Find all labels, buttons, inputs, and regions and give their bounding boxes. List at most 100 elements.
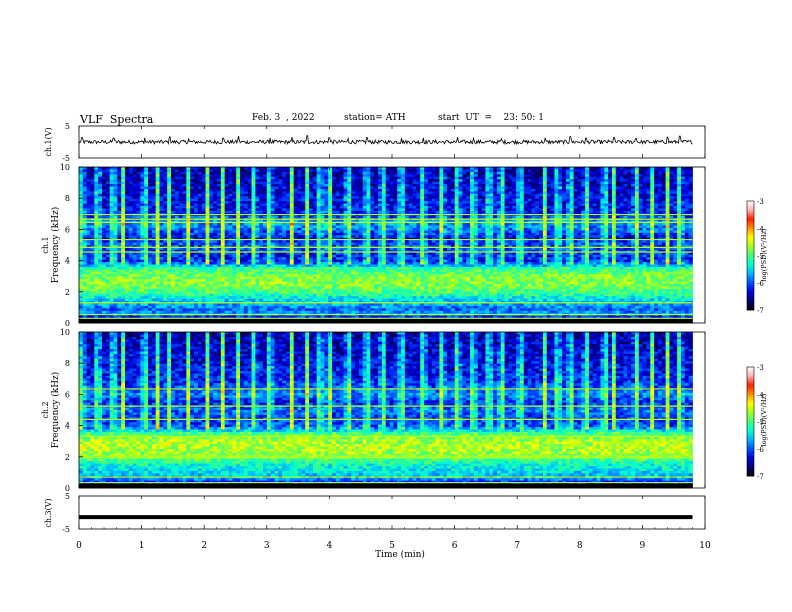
spectrogram-cell bbox=[336, 172, 340, 175]
spectrogram-cell bbox=[202, 284, 206, 287]
spectrogram-cell bbox=[259, 267, 263, 270]
spectrogram-cell bbox=[129, 260, 133, 263]
spectrogram-cell bbox=[83, 226, 87, 229]
spectrogram-cell bbox=[129, 172, 133, 175]
spectrogram-cell bbox=[332, 255, 336, 258]
spectrogram-cell bbox=[213, 233, 217, 236]
spectrogram-cell bbox=[106, 274, 110, 277]
spectrogram-cell bbox=[144, 308, 148, 311]
spectrogram-cell bbox=[344, 240, 348, 243]
spectrogram-cell bbox=[117, 182, 121, 185]
spectrogram-cell bbox=[79, 311, 83, 314]
spectrogram-cell bbox=[110, 199, 114, 202]
spectrogram-cell bbox=[190, 226, 194, 229]
spectrogram-cell bbox=[102, 177, 106, 180]
spectrogram-cell bbox=[351, 169, 355, 172]
spectrogram-cell bbox=[102, 208, 106, 211]
spectrogram-cell bbox=[351, 228, 355, 231]
spectrogram-cell bbox=[121, 243, 125, 246]
spectrogram-cell bbox=[324, 226, 328, 229]
spectrogram-cell bbox=[156, 267, 160, 270]
spectrogram-cell bbox=[290, 230, 294, 233]
spectrogram-cell bbox=[259, 216, 263, 219]
spectrogram-cell bbox=[336, 223, 340, 226]
spectrogram-cell bbox=[347, 182, 351, 185]
spectrogram-cell bbox=[328, 211, 332, 214]
spectrogram-cell bbox=[179, 252, 183, 255]
spectrogram-cell bbox=[324, 262, 328, 265]
spectrogram-cell bbox=[313, 289, 317, 292]
spectrogram-cell bbox=[255, 204, 259, 207]
spectrogram-cell bbox=[370, 184, 374, 187]
spectrogram-cell bbox=[275, 260, 279, 263]
spectrogram-cell bbox=[263, 223, 267, 226]
spectrogram-cell bbox=[213, 174, 217, 177]
spectrogram-cell bbox=[221, 311, 225, 314]
spectrogram-cell bbox=[183, 257, 187, 260]
spectrogram-cell bbox=[336, 274, 340, 277]
spectrogram-cell bbox=[110, 223, 114, 226]
spectrogram-cell bbox=[240, 191, 244, 194]
spectrogram-cell bbox=[206, 189, 210, 192]
spectrogram-cell bbox=[332, 260, 336, 263]
spectrogram-cell bbox=[347, 286, 351, 289]
spectrogram-cell bbox=[152, 184, 156, 187]
spectrogram-cell bbox=[94, 304, 98, 307]
spectrogram-cell bbox=[156, 289, 160, 292]
spectrogram-cell bbox=[328, 243, 332, 246]
spectrogram-cell bbox=[83, 172, 87, 175]
spectrogram-cell bbox=[332, 282, 336, 285]
spectrogram-cell bbox=[332, 226, 336, 229]
spectrogram-cell bbox=[110, 187, 114, 190]
spectrogram-cell bbox=[91, 306, 95, 309]
spectrogram-cell bbox=[301, 211, 305, 214]
spectrogram-cell bbox=[332, 208, 336, 211]
spectrogram-cell bbox=[148, 279, 152, 282]
spectrogram-cell bbox=[110, 279, 114, 282]
spectrogram-cell bbox=[190, 204, 194, 207]
spectrogram-cell bbox=[286, 201, 290, 204]
spectrogram-cell bbox=[198, 223, 202, 226]
spectrogram-cell bbox=[370, 255, 374, 258]
spectrogram-cell bbox=[282, 172, 286, 175]
spectrogram-cell bbox=[286, 240, 290, 243]
spectrogram-cell bbox=[163, 201, 167, 204]
spectrogram-cell bbox=[114, 230, 118, 233]
spectrogram-cell bbox=[125, 194, 129, 197]
spectrogram-cell bbox=[121, 169, 125, 172]
spectrogram-cell bbox=[229, 167, 233, 170]
spectrogram-cell bbox=[286, 274, 290, 277]
spectrogram-cell bbox=[140, 228, 144, 231]
spectrogram-cell bbox=[175, 235, 179, 238]
spectrogram-cell bbox=[252, 216, 256, 219]
spectrogram-cell bbox=[317, 296, 321, 299]
spectrogram-cell bbox=[133, 306, 137, 309]
spectrogram-cell bbox=[324, 255, 328, 258]
spectrogram-cell bbox=[129, 243, 133, 246]
spectrogram-cell bbox=[363, 308, 367, 311]
spectrogram-cell bbox=[79, 299, 83, 302]
spectrogram-cell bbox=[290, 182, 294, 185]
spectrogram-cell bbox=[294, 269, 298, 272]
spectrogram-cell bbox=[321, 286, 325, 289]
spectrogram-cell bbox=[156, 262, 160, 265]
spectrogram-cell bbox=[171, 204, 175, 207]
spectrogram-cell bbox=[144, 279, 148, 282]
spectrogram-cell bbox=[236, 196, 240, 199]
spectrogram-cell bbox=[290, 272, 294, 275]
spectrogram-cell bbox=[324, 179, 328, 182]
spectrogram-cell bbox=[114, 308, 118, 311]
spectrogram-cell bbox=[321, 306, 325, 309]
spectrogram-cell bbox=[117, 304, 121, 307]
spectrogram-cell bbox=[163, 196, 167, 199]
spectrogram-cell bbox=[125, 187, 129, 190]
spectrogram-cell bbox=[156, 187, 160, 190]
spectrogram-cell bbox=[179, 262, 183, 265]
spectrogram-cell bbox=[336, 279, 340, 282]
spectrogram-cell bbox=[152, 167, 156, 170]
spectrogram-cell bbox=[275, 204, 279, 207]
spectrogram-cell bbox=[98, 284, 102, 287]
spectrogram-cell bbox=[351, 279, 355, 282]
spectrogram-cell bbox=[110, 262, 114, 265]
spectrogram-cell bbox=[367, 289, 371, 292]
